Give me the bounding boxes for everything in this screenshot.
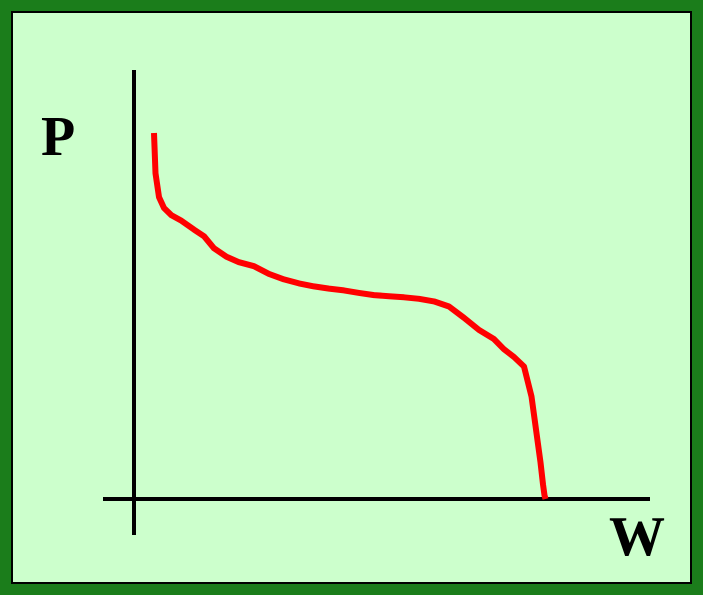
chart-panel — [11, 11, 692, 584]
y-axis-label: P — [41, 106, 75, 168]
x-axis-label: W — [609, 506, 665, 568]
series-line-0 — [151, 132, 549, 500]
series-layer — [151, 132, 549, 500]
